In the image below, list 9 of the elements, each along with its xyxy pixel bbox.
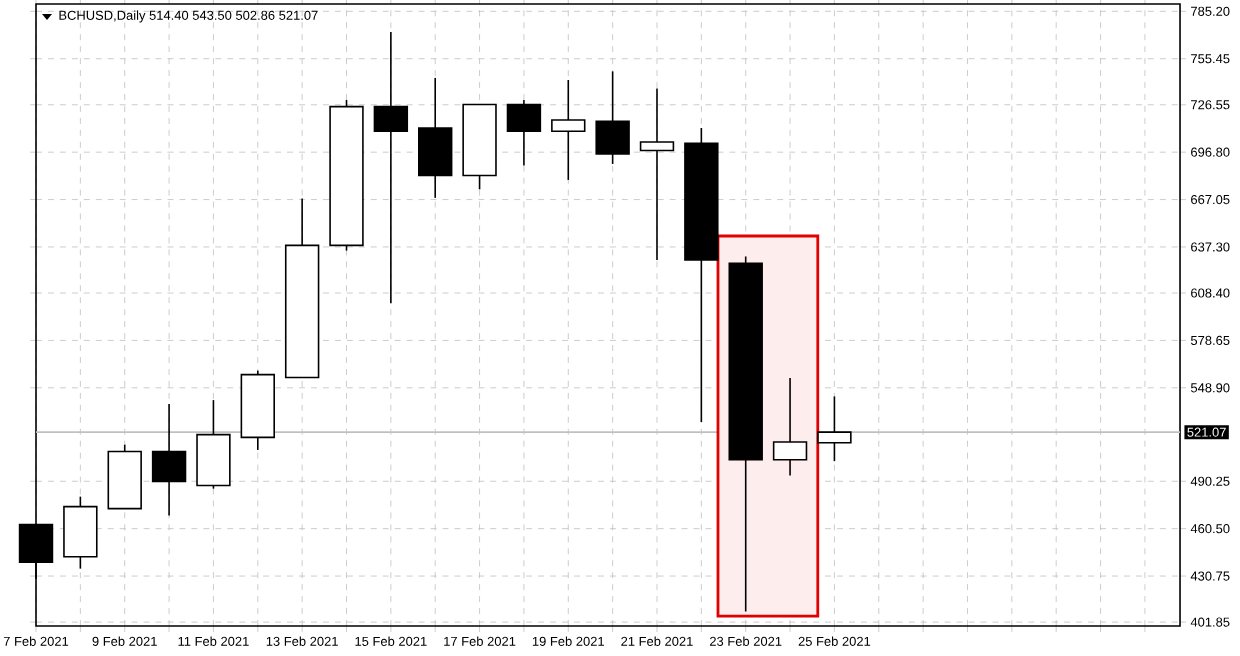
candlestick: [551, 79, 586, 181]
candlestick: [418, 77, 453, 199]
candlestick: [595, 70, 630, 165]
candlestick: [373, 31, 409, 305]
candlestick: [151, 403, 187, 517]
candlestick: [772, 377, 808, 477]
candlestick: [639, 87, 675, 261]
candlestick: [817, 395, 852, 462]
candlestick: [506, 99, 542, 167]
